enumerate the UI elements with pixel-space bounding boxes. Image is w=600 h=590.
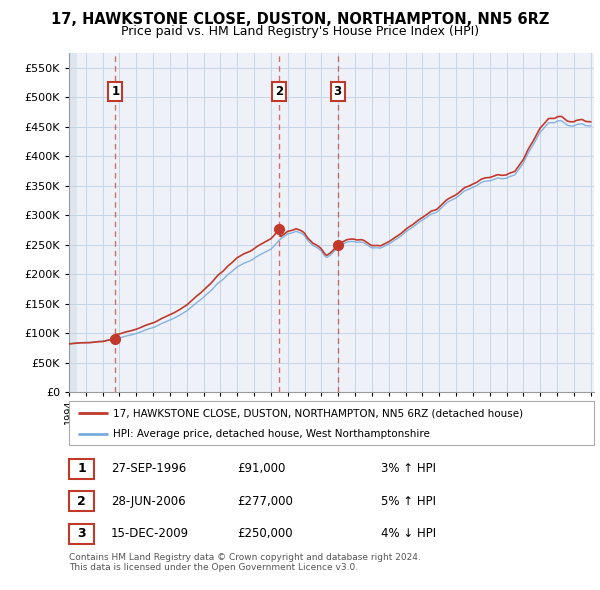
Text: 3: 3: [334, 85, 341, 98]
Text: 2: 2: [275, 85, 283, 98]
Text: Contains HM Land Registry data © Crown copyright and database right 2024.
This d: Contains HM Land Registry data © Crown c…: [69, 553, 421, 572]
Text: £277,000: £277,000: [237, 494, 293, 508]
Text: 1: 1: [77, 462, 86, 476]
Text: 27-SEP-1996: 27-SEP-1996: [111, 462, 186, 476]
Text: Price paid vs. HM Land Registry's House Price Index (HPI): Price paid vs. HM Land Registry's House …: [121, 25, 479, 38]
Text: 3: 3: [77, 527, 86, 540]
Text: 1: 1: [111, 85, 119, 98]
Text: 28-JUN-2006: 28-JUN-2006: [111, 494, 185, 508]
Text: 2: 2: [77, 494, 86, 508]
Text: 4% ↓ HPI: 4% ↓ HPI: [381, 527, 436, 540]
Bar: [69, 53, 77, 392]
Text: 17, HAWKSTONE CLOSE, DUSTON, NORTHAMPTON, NN5 6RZ (detached house): 17, HAWKSTONE CLOSE, DUSTON, NORTHAMPTON…: [113, 408, 523, 418]
Text: 3% ↑ HPI: 3% ↑ HPI: [381, 462, 436, 476]
Text: 15-DEC-2009: 15-DEC-2009: [111, 527, 189, 540]
Text: £250,000: £250,000: [237, 527, 293, 540]
Text: 5% ↑ HPI: 5% ↑ HPI: [381, 494, 436, 508]
Text: HPI: Average price, detached house, West Northamptonshire: HPI: Average price, detached house, West…: [113, 428, 430, 438]
Text: 17, HAWKSTONE CLOSE, DUSTON, NORTHAMPTON, NN5 6RZ: 17, HAWKSTONE CLOSE, DUSTON, NORTHAMPTON…: [51, 12, 549, 27]
Text: £91,000: £91,000: [237, 462, 286, 476]
